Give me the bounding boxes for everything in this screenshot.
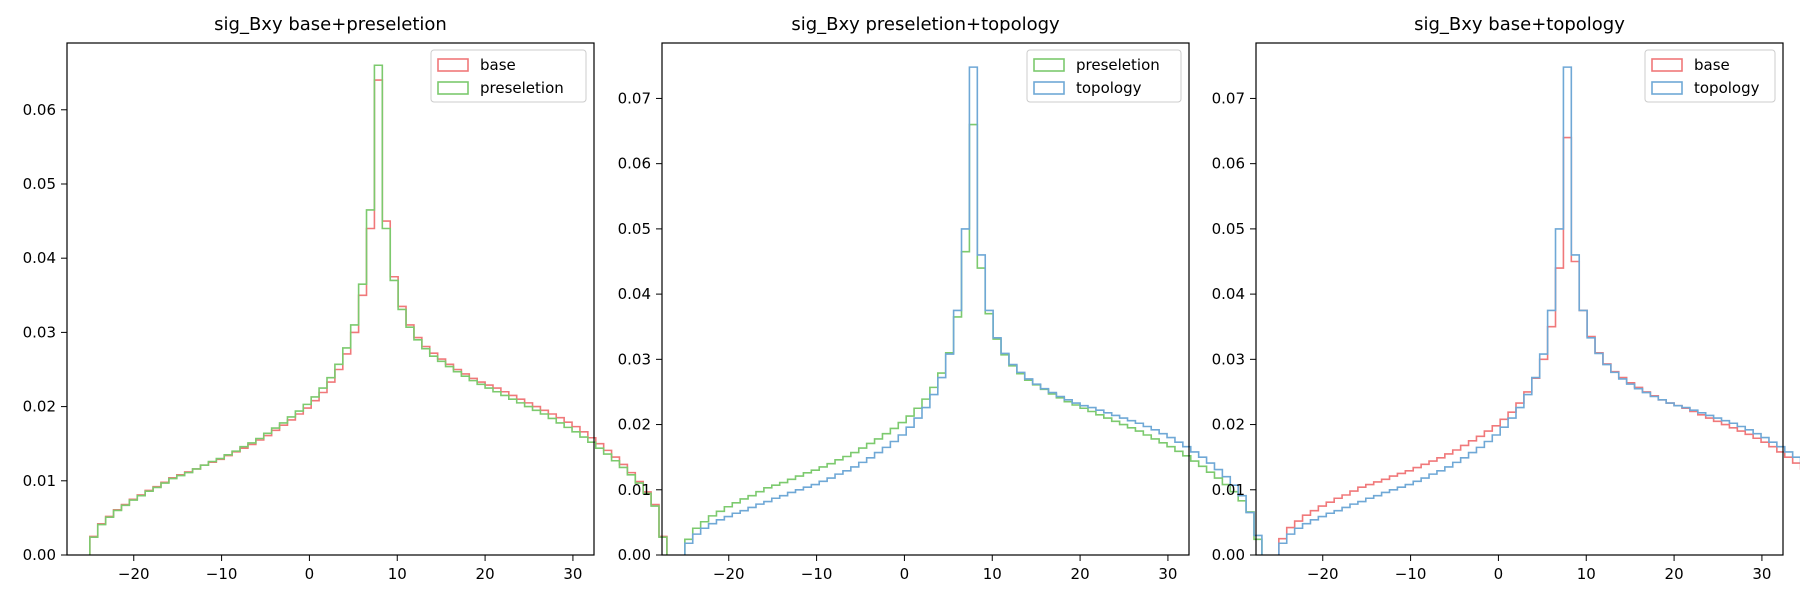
y-tick-label: 0.04 xyxy=(618,285,651,303)
legend-box xyxy=(1026,49,1182,103)
legend-swatch-base xyxy=(1651,58,1683,72)
legend-label-preseletion: preseletion xyxy=(480,79,564,97)
y-tick-label: 0.06 xyxy=(1212,155,1245,173)
x-tick-label: −10 xyxy=(1395,565,1427,583)
chart-panel-2: −20 −10 0 10 20 30 0.00 0.01 0.02 0.03 0.04 0.05 0.0… xyxy=(618,14,1263,583)
histogram-topology xyxy=(1278,66,1800,555)
axes-frame xyxy=(661,42,1190,556)
y-tick-label: 0.01 xyxy=(23,472,56,490)
y-tick-label: 0.00 xyxy=(1212,546,1245,564)
y-tick-label: 0.03 xyxy=(23,323,56,341)
chart-panel-1: −20 −10 0 10 20 30 0.00 0.01 0.02 0.03 0.04 0.05 0.0… xyxy=(23,14,668,583)
y-tick-label: 0.02 xyxy=(618,416,651,434)
x-tick-label: −10 xyxy=(206,565,238,583)
axes-frame xyxy=(66,42,595,556)
legend-box xyxy=(1644,49,1776,103)
histogram-preseletion xyxy=(89,64,668,555)
legend-label-base: base xyxy=(1694,56,1730,74)
y-tick-label: 0.05 xyxy=(618,220,651,238)
legend-label-base: base xyxy=(480,56,516,74)
y-tick-label: 0.01 xyxy=(1212,481,1245,499)
y-tick-label: 0.06 xyxy=(618,155,651,173)
x-tick-label: 0 xyxy=(900,565,910,583)
x-tick-label: −10 xyxy=(801,565,833,583)
y-tick-label: 0.05 xyxy=(23,175,56,193)
chart-title: sig_Bxy preseletion+topology xyxy=(791,14,1060,35)
legend-label-topology: topology xyxy=(1694,79,1760,97)
histogram-base xyxy=(1278,136,1800,555)
x-tick-label: 20 xyxy=(1665,565,1684,583)
y-tick-label: 0.04 xyxy=(23,249,56,267)
legend-swatch-preseletion xyxy=(437,81,469,95)
x-tick-label: 30 xyxy=(1158,565,1177,583)
legend: preseletion topology xyxy=(1026,49,1182,103)
x-tick-label: 0 xyxy=(1494,565,1504,583)
x-tick-label: 10 xyxy=(1577,565,1596,583)
chart-title: sig_Bxy base+topology xyxy=(1414,14,1625,35)
x-tick-label: 10 xyxy=(983,565,1002,583)
y-tick-label: 0.03 xyxy=(1212,350,1245,368)
x-tick-label: −20 xyxy=(118,565,150,583)
legend-label-topology: topology xyxy=(1076,79,1142,97)
legend-swatch-preseletion xyxy=(1033,58,1065,72)
y-tick-label: 0.00 xyxy=(23,546,56,564)
legend-swatch-topology xyxy=(1033,81,1065,95)
x-tick-label: 20 xyxy=(476,565,495,583)
x-tick-label: 20 xyxy=(1071,565,1090,583)
y-tick-label: 0.03 xyxy=(618,350,651,368)
x-tick-label: 30 xyxy=(563,565,582,583)
chart-panel-3: −20 −10 0 10 20 30 0.00 0.01 0.02 0.03 0.04 0.05 0.0… xyxy=(1212,14,1800,583)
y-tick-label: 0.07 xyxy=(618,89,651,107)
y-tick-label: 0.04 xyxy=(1212,285,1245,303)
x-tick-label: −20 xyxy=(713,565,745,583)
y-tick-label: 0.07 xyxy=(1212,89,1245,107)
legend-swatch-base xyxy=(437,58,469,72)
x-tick-label: 10 xyxy=(388,565,407,583)
legend-swatch-topology xyxy=(1651,81,1683,95)
y-tick-label: 0.00 xyxy=(618,546,651,564)
chart-title: sig_Bxy base+preseletion xyxy=(214,14,447,35)
x-tick-label: −20 xyxy=(1307,565,1339,583)
x-tick-label: 0 xyxy=(305,565,315,583)
y-tick-label: 0.01 xyxy=(618,481,651,499)
x-tick-label: 30 xyxy=(1752,565,1771,583)
histogram-preseletion xyxy=(684,123,1263,555)
axes-frame xyxy=(1255,42,1784,556)
histogram-base xyxy=(89,79,668,555)
y-tick-label: 0.02 xyxy=(23,398,56,416)
y-tick-label: 0.05 xyxy=(1212,220,1245,238)
y-tick-label: 0.06 xyxy=(23,101,56,119)
legend-box xyxy=(430,49,587,103)
legend: base preseletion xyxy=(430,49,587,103)
legend: base topology xyxy=(1644,49,1776,103)
histogram-topology xyxy=(684,66,1263,555)
legend-label-preseletion: preseletion xyxy=(1076,56,1160,74)
y-tick-label: 0.02 xyxy=(1212,416,1245,434)
